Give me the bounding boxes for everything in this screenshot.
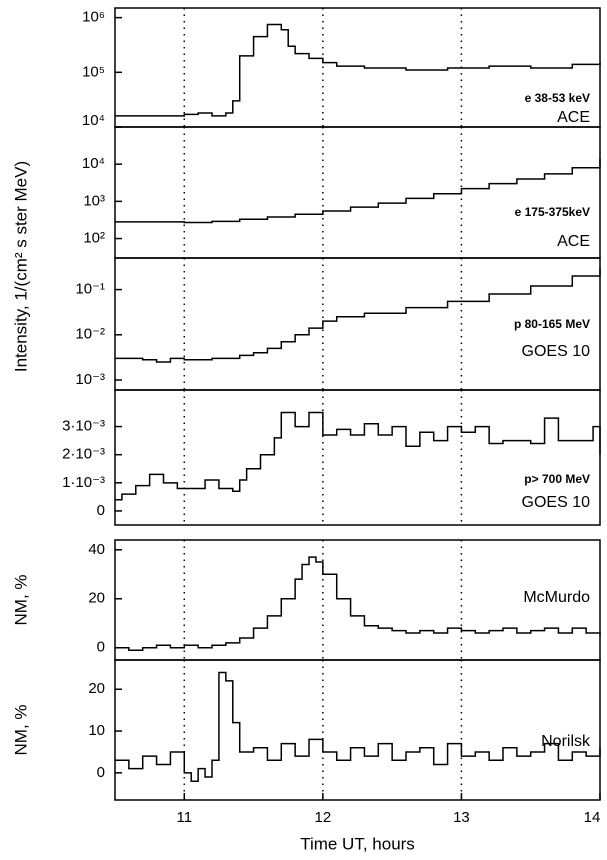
annotation: e 38-53 keV: [525, 91, 590, 105]
y-tick-label: 10⁻²: [75, 326, 105, 343]
y-axis-label: NM, %: [11, 575, 30, 626]
data-line: [115, 23, 601, 117]
panel-frame: [114, 7, 601, 128]
y-tick-label: 10⁴: [82, 155, 105, 172]
data-line: [115, 158, 601, 224]
panel-frame: [114, 126, 601, 259]
annotation: ACE: [557, 233, 590, 250]
y-tick-label: 10⁵: [82, 63, 105, 80]
data-line: [115, 671, 601, 782]
y-tick-label: 10³: [83, 192, 105, 209]
x-axis-label: Time UT, hours: [300, 834, 415, 853]
data-line: [115, 556, 601, 651]
y-tick-label: 10⁶: [82, 9, 105, 26]
data-line: [115, 411, 601, 501]
annotation: GOES 10: [522, 343, 591, 360]
panel-frame: [114, 659, 601, 801]
y-tick-label: 0: [97, 639, 105, 656]
y-axis-label: Intensity, 1/(cm² s ster MeV): [11, 161, 30, 372]
y-tick-label: 3·10⁻³: [62, 418, 105, 435]
y-tick-label: 0: [97, 764, 105, 781]
y-tick-label: 1·10⁻³: [62, 474, 105, 491]
x-tick-label: 12: [315, 809, 332, 826]
y-axis-label: NM, %: [11, 705, 30, 756]
y-tick-label: 10⁻¹: [75, 281, 105, 298]
annotation: GOES 10: [522, 494, 591, 511]
annotation: ACE: [557, 109, 590, 126]
y-tick-label: 10⁻³: [75, 371, 105, 388]
y-tick-label: 2·10⁻³: [62, 446, 105, 463]
annotation: p 80-165 MeV: [514, 317, 590, 331]
annotation: p> 700 MeV: [524, 472, 590, 486]
x-tick-label: 11: [176, 809, 192, 826]
panel-frame: [114, 389, 601, 526]
x-tick-label: 14: [584, 809, 601, 826]
data-line: [115, 268, 601, 363]
annotation: Norilsk: [541, 733, 591, 750]
annotation: e 175-375keV: [515, 205, 590, 219]
x-tick-label: 13: [453, 809, 470, 826]
y-tick-label: 40: [88, 541, 105, 558]
y-tick-label: 20: [88, 590, 105, 607]
y-tick-label: 20: [88, 680, 105, 697]
y-tick-label: 0: [97, 502, 105, 519]
annotation: McMurdo: [523, 589, 590, 606]
y-tick-label: 10: [88, 722, 105, 739]
y-tick-label: 10²: [83, 230, 105, 247]
y-tick-label: 10⁴: [82, 112, 105, 129]
